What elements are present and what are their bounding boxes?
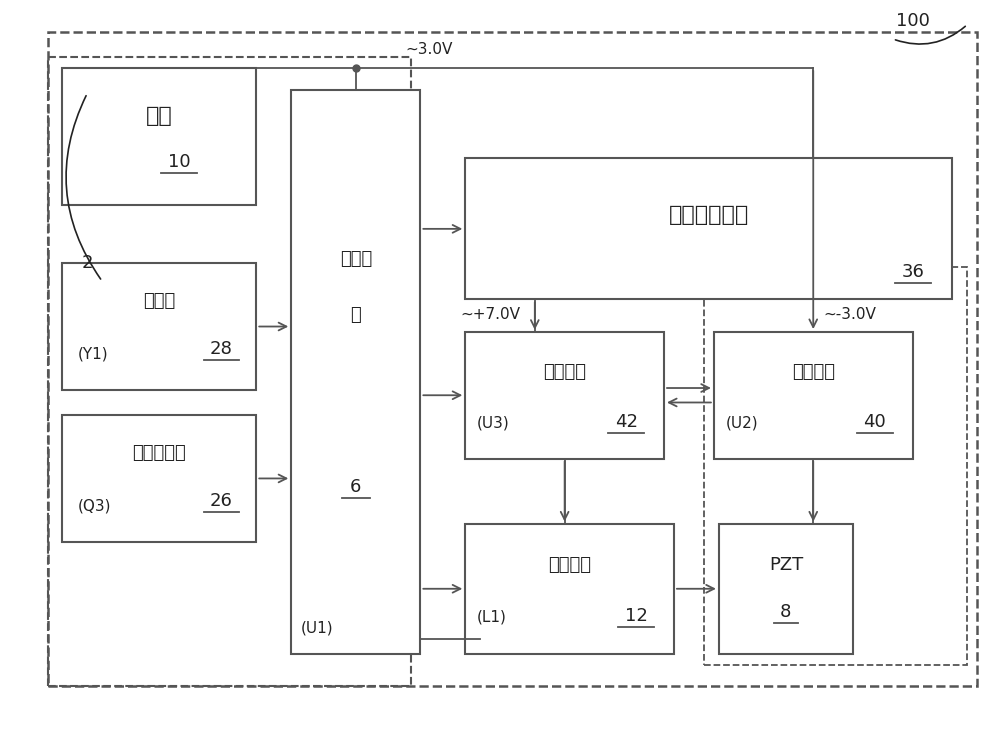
Text: 36: 36 bbox=[901, 263, 924, 281]
Text: 电池: 电池 bbox=[146, 106, 173, 126]
Bar bbox=[465, 332, 664, 459]
Text: 双升压转换器: 双升压转换器 bbox=[669, 205, 749, 225]
Text: (Y1): (Y1) bbox=[77, 347, 108, 362]
Text: 2: 2 bbox=[82, 254, 93, 272]
Bar bbox=[714, 332, 913, 459]
Bar bbox=[62, 263, 256, 390]
Text: 8: 8 bbox=[780, 604, 792, 621]
Bar bbox=[291, 90, 420, 654]
Bar bbox=[704, 267, 967, 665]
Bar bbox=[465, 158, 952, 300]
Text: 6: 6 bbox=[350, 478, 361, 496]
Text: (U1): (U1) bbox=[301, 621, 334, 636]
Text: 12: 12 bbox=[625, 607, 648, 625]
Text: 26: 26 bbox=[210, 492, 233, 510]
Text: (U3): (U3) bbox=[477, 416, 510, 431]
Text: (Q3): (Q3) bbox=[77, 499, 111, 514]
Text: 40: 40 bbox=[864, 413, 886, 431]
Text: 红外传感器: 红外传感器 bbox=[133, 444, 186, 462]
Bar bbox=[48, 57, 411, 687]
Text: 28: 28 bbox=[210, 340, 233, 358]
Text: PZT: PZT bbox=[769, 556, 803, 574]
Text: 10: 10 bbox=[168, 153, 191, 171]
Text: 模拟开关: 模拟开关 bbox=[543, 364, 586, 381]
Text: ~-3.0V: ~-3.0V bbox=[823, 307, 876, 321]
Text: (U2): (U2) bbox=[726, 416, 758, 431]
Bar bbox=[62, 415, 256, 542]
Bar bbox=[62, 68, 256, 206]
Bar bbox=[719, 523, 853, 654]
Text: (L1): (L1) bbox=[477, 610, 507, 625]
Text: 器: 器 bbox=[350, 306, 361, 324]
Text: ~3.0V: ~3.0V bbox=[406, 42, 453, 57]
Text: 100: 100 bbox=[896, 12, 930, 30]
Text: ~+7.0V: ~+7.0V bbox=[460, 307, 520, 321]
Text: 谐振电感: 谐振电感 bbox=[548, 556, 591, 574]
Text: 谐振器: 谐振器 bbox=[143, 292, 176, 311]
Bar bbox=[465, 523, 674, 654]
Text: 微控制: 微控制 bbox=[340, 250, 372, 268]
Text: 模拟开关: 模拟开关 bbox=[792, 364, 835, 381]
Text: 42: 42 bbox=[615, 413, 638, 431]
